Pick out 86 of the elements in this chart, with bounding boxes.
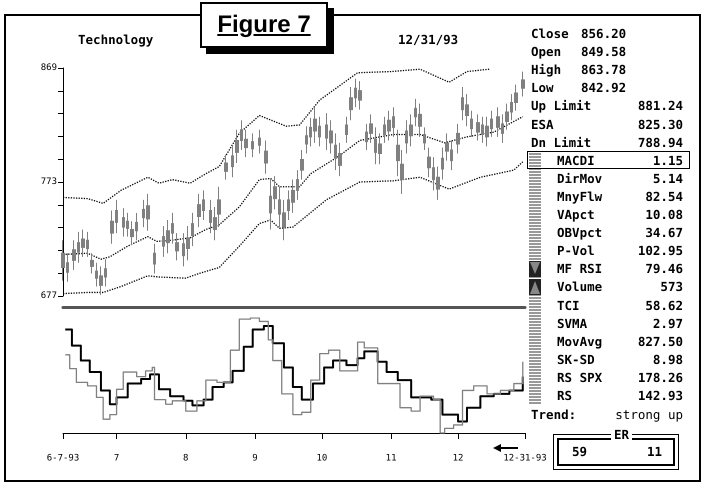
text: 856.20 xyxy=(581,26,626,41)
category-label: MnyFlw xyxy=(557,188,602,204)
candlestick xyxy=(345,116,348,144)
text: 102.95 xyxy=(638,243,683,258)
candlestick xyxy=(175,232,179,261)
candlestick xyxy=(300,149,304,180)
text: 573 xyxy=(660,279,683,294)
text: Trend: xyxy=(531,407,576,422)
category-label: High xyxy=(531,62,562,78)
category-label: MF RSI xyxy=(557,261,602,276)
text: 8.98 xyxy=(652,352,683,367)
text: 5.14 xyxy=(652,170,683,186)
candlestick xyxy=(126,212,129,238)
candlestick xyxy=(418,103,422,138)
text: 58.62 xyxy=(645,298,683,312)
chart-title: Technology xyxy=(78,32,154,47)
candlestick xyxy=(476,114,480,141)
candlestick xyxy=(470,110,473,138)
candlestick xyxy=(387,110,391,141)
category-label: VApct xyxy=(557,207,595,222)
x-tick-label: 8 xyxy=(183,454,188,464)
category-label: P-Vol xyxy=(557,243,595,258)
x-tick-label: 11 xyxy=(386,454,397,464)
x-tick-label: 12-31-93 xyxy=(503,454,547,464)
category-label: Open xyxy=(531,44,562,60)
text: strong up xyxy=(615,407,683,422)
candlestick xyxy=(521,71,525,97)
category-label: SK-SD xyxy=(557,352,595,367)
x-tick-label: 9 xyxy=(252,454,258,464)
text: 82.54 xyxy=(645,188,683,204)
text: 842.92 xyxy=(581,80,626,96)
text: 178.26 xyxy=(638,370,683,385)
candlestick xyxy=(456,123,460,154)
x-tick-label: 6-7-93 xyxy=(46,454,80,464)
candlestick xyxy=(197,193,201,228)
category-label: Close xyxy=(531,26,569,41)
category-label: SVMA xyxy=(557,316,588,331)
text: 863.78 xyxy=(581,62,626,78)
x-tick-label: 7 xyxy=(114,454,120,464)
candlestick xyxy=(258,129,261,154)
text: 881.24 xyxy=(638,98,683,114)
text: 10.08 xyxy=(645,207,683,222)
y-tick-label: 773 xyxy=(40,177,57,187)
text: 788.94 xyxy=(638,134,683,150)
text: 142.93 xyxy=(638,388,683,403)
x-tick-label: 12 xyxy=(452,454,464,464)
text: 825.30 xyxy=(638,116,683,132)
text: 79.46 xyxy=(645,261,683,276)
category-label: RS SPX xyxy=(557,370,602,385)
y-tick-label: 677 xyxy=(40,291,57,301)
text: ER xyxy=(611,427,632,442)
category-label: TCI xyxy=(557,298,580,312)
candlestick xyxy=(313,106,317,144)
text: 59 xyxy=(572,444,588,460)
x-tick-label: 10 xyxy=(316,454,328,464)
candlestick xyxy=(264,140,268,174)
category-label: MACDI xyxy=(557,152,595,168)
candlestick xyxy=(61,240,65,282)
candlestick xyxy=(191,212,194,247)
category-label: MovAvg xyxy=(557,334,602,349)
y-tick-label: 869 xyxy=(40,63,57,73)
candlestick xyxy=(251,132,254,158)
candlestick xyxy=(423,126,426,150)
category-label: OBVpct xyxy=(557,225,602,240)
candlestick xyxy=(358,80,362,110)
text: 849.58 xyxy=(581,44,626,60)
text: 2.97 xyxy=(652,316,683,331)
candlestick xyxy=(441,147,444,180)
chart-subtitle: 12/31/93 xyxy=(398,32,458,47)
category-label: Dn Limit xyxy=(531,134,592,150)
category-label: DirMov xyxy=(557,170,602,186)
caption: Figure 7 xyxy=(200,2,328,48)
candlestick xyxy=(122,208,125,238)
candlestick xyxy=(224,154,228,180)
text: 1.15 xyxy=(652,152,683,168)
category-label: Low xyxy=(531,80,554,96)
candlestick xyxy=(231,144,234,178)
candlestick xyxy=(153,243,156,274)
text: 34.67 xyxy=(645,225,683,240)
text: 827.50 xyxy=(638,334,683,349)
candlestick xyxy=(146,193,150,232)
candlestick xyxy=(90,252,94,274)
category-label: ESA xyxy=(531,116,554,132)
category-label: Up Limit xyxy=(531,98,592,114)
category-label: Volume xyxy=(557,279,602,294)
category-label: RS xyxy=(557,388,572,403)
